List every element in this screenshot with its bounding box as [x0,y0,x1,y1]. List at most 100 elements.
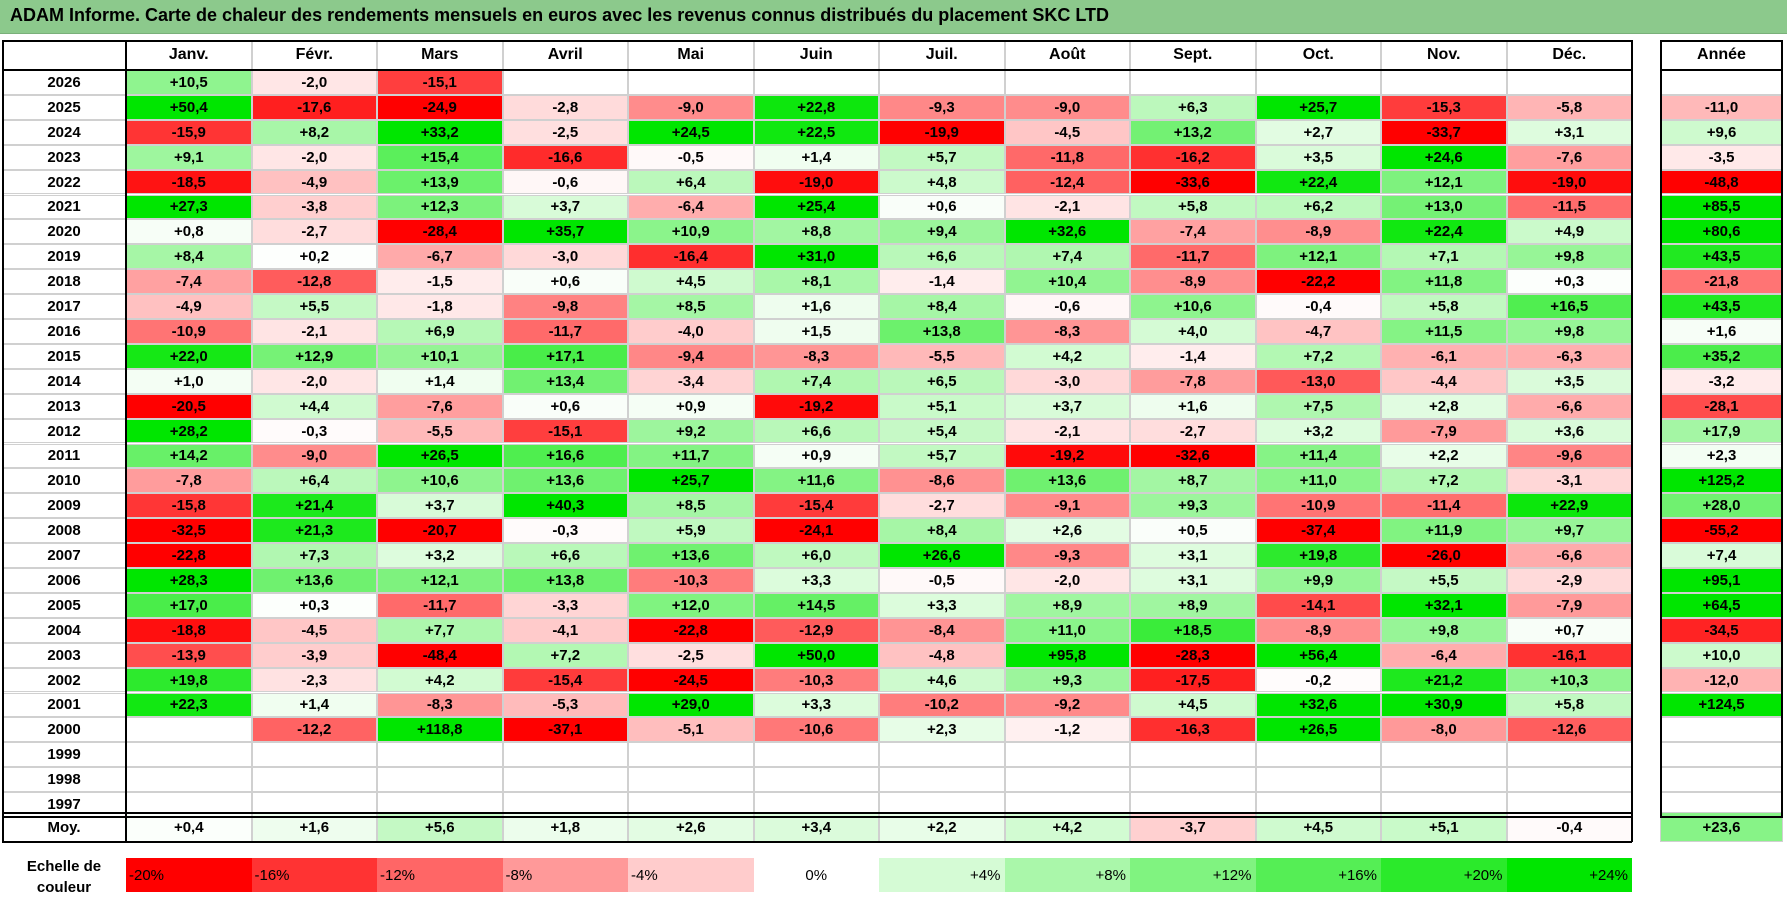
heatmap-cell: +11,4 [1255,443,1381,469]
heatmap-cell [628,742,754,768]
annual-cell: +7,4 [1660,543,1783,568]
heatmap-cell: -9,8 [502,294,628,319]
heatmap-cell: +19,8 [1255,543,1381,568]
month-header: Févr. [251,40,377,70]
heatmap-cell: +8,4 [126,244,252,270]
heatmap-cell [1004,742,1130,768]
heatmap-cell: +6,2 [1255,194,1381,220]
year-label: 2017 [2,294,126,319]
heatmap-cell: +11,5 [1381,319,1507,344]
heatmap-cell [126,717,252,743]
heatmap-cell: -3,9 [251,642,377,668]
heatmap-cell: -2,1 [251,319,377,344]
heatmap-cell: +8,2 [251,119,377,145]
color-scale-step: -4% [628,858,754,892]
heatmap-cell: +0,9 [628,393,754,419]
heatmap-cell: +3,5 [1506,368,1632,394]
heatmap-cell: -6,4 [628,194,754,220]
heatmap-cell: +17,1 [502,343,628,369]
heatmap-cell: +7,4 [1004,244,1130,270]
heatmap-cell [1255,767,1381,793]
heatmap-cell: -2,0 [251,368,377,394]
heatmap-cell: -2,5 [502,119,628,145]
heatmap-cell: +28,2 [126,418,252,444]
heatmap-cell: +12,3 [377,194,503,220]
heatmap-cell: +25,7 [1255,94,1381,120]
heatmap-cell: +6,6 [753,418,879,444]
annual-cell: +10,0 [1660,642,1783,668]
heatmap-cell: +29,0 [628,692,754,718]
heatmap-cell: +11,0 [1004,617,1130,643]
month-header: Mai [628,40,754,70]
heatmap-cell [753,767,879,793]
year-label: 2000 [2,717,126,743]
heatmap-cell: +27,3 [126,194,252,220]
heatmap-cell [1506,742,1632,768]
heatmap-cell [502,70,628,95]
annual-cell: +35,2 [1660,343,1783,369]
heatmap-cell: -13,9 [126,642,252,668]
table-border-header-bottom [2,69,1632,71]
heatmap-cell: -0,3 [251,418,377,444]
heatmap-cell: +26,5 [1255,717,1381,743]
heatmap-cell: +32,6 [1255,692,1381,718]
heatmap-cell: +9,3 [1004,667,1130,693]
heatmap-cell [1130,767,1256,793]
heatmap-cell: +11,6 [753,468,879,494]
heatmap-cell: -6,6 [1506,543,1632,568]
heatmap-cell [1381,767,1507,793]
heatmap-cell: +7,5 [1255,393,1381,419]
heatmap-cell: +0,9 [753,443,879,469]
heatmap-cell: +21,4 [251,493,377,519]
heatmap-cell: +0,7 [1506,617,1632,643]
heatmap-cell: +3,7 [377,493,503,519]
heatmap-cell: +10,5 [126,70,252,95]
heatmap-cell: -26,0 [1381,543,1507,568]
heatmap-cell: +9,2 [628,418,754,444]
heatmap-cell: -8,3 [753,343,879,369]
table-border-year-divider [125,40,127,817]
heatmap-cell: -6,1 [1381,343,1507,369]
heatmap-cell: +4,9 [1506,219,1632,245]
title-bar: ADAM Informe. Carte de chaleur des rende… [0,0,1787,34]
heatmap-cell: +6,4 [628,169,754,195]
heatmap-cell: -28,3 [1130,642,1256,668]
heatmap-cell: +8,1 [753,269,879,295]
heatmap-cell: +1,0 [126,368,252,394]
year-label: 2018 [2,269,126,295]
heatmap-cell: +12,0 [628,592,754,618]
heatmap-cell: -12,4 [1004,169,1130,195]
annual-border-bottom [1660,816,1783,818]
heatmap-cell: +5,4 [879,418,1005,444]
annual-cell: +43,5 [1660,244,1783,270]
heatmap-cell: -6,6 [1506,393,1632,419]
heatmap-cell: -15,4 [753,493,879,519]
heatmap-cell: +2,8 [1381,393,1507,419]
heatmap-cell: +17,0 [126,592,252,618]
heatmap-cell: +5,8 [1381,294,1507,319]
heatmap-cell: +1,5 [753,319,879,344]
heatmap-cell: +2,6 [1004,518,1130,544]
heatmap-cell: +13,6 [1004,468,1130,494]
heatmap-cell: +8,5 [628,294,754,319]
heatmap-cell: +0,6 [879,194,1005,220]
heatmap-cell: -20,5 [126,393,252,419]
month-header: Nov. [1381,40,1507,70]
heatmap-cell: +4,2 [377,667,503,693]
heatmap-cell: -7,4 [1130,219,1256,245]
heatmap-cell: +13,6 [628,543,754,568]
annual-cell: -12,0 [1660,667,1783,693]
heatmap-cell: -8,4 [879,617,1005,643]
heatmap-cell: -7,8 [1130,368,1256,394]
year-label: 2025 [2,94,126,120]
heatmap-cell: +11,8 [1381,269,1507,295]
heatmap-cell: +11,9 [1381,518,1507,544]
color-scale-step: -20% [126,858,252,892]
average-border-top [2,812,1632,814]
heatmap-cell: +3,6 [1506,418,1632,444]
heatmap-cell: -15,4 [502,667,628,693]
heatmap-cell: -2,7 [879,493,1005,519]
heatmap-cell: -4,5 [1004,119,1130,145]
color-scale-label-line1: Echelle de [26,858,102,875]
